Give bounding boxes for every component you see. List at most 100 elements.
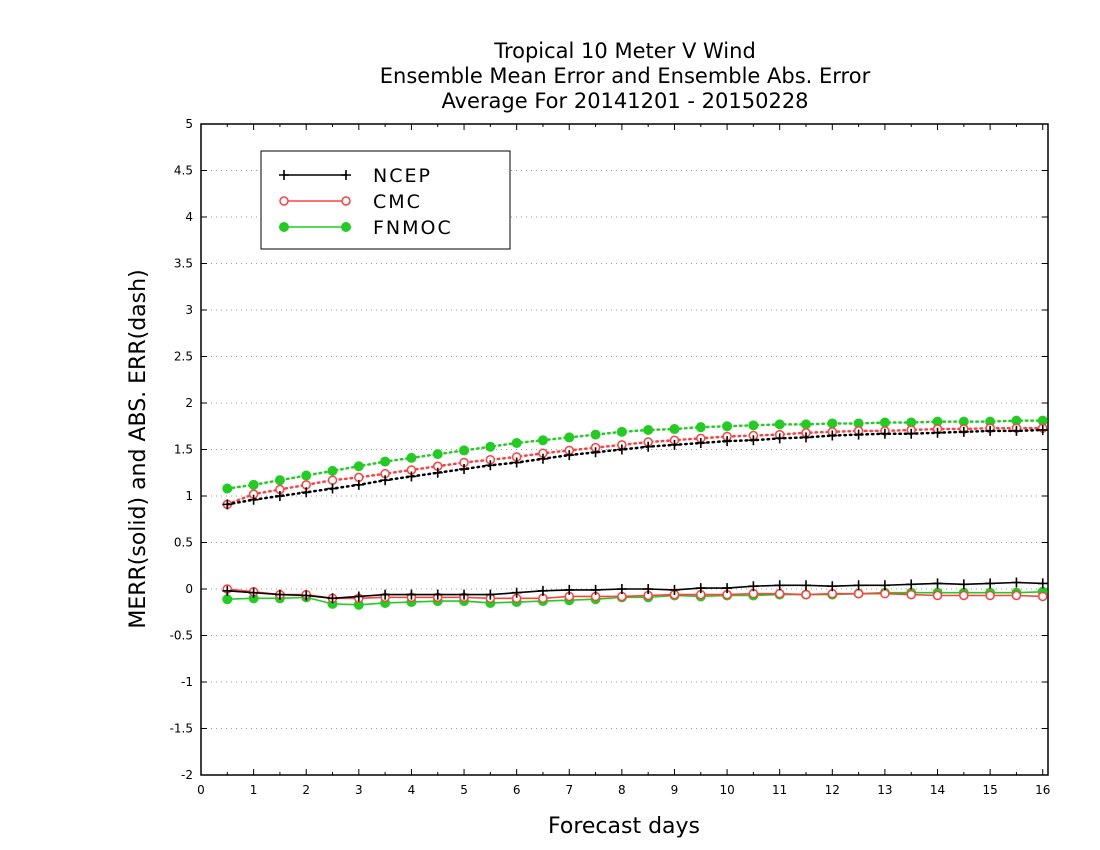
ncep-mean-error-point	[932, 578, 943, 589]
fnmoc-abs-error-point	[748, 420, 759, 431]
cmc-mean-error-point	[853, 588, 864, 599]
cmc-abs-error-line	[226, 426, 1044, 506]
fnmoc-abs-error-point	[669, 424, 680, 435]
legend-box	[260, 150, 511, 250]
ncep-abs-error-point	[1011, 425, 1022, 436]
y-tick-label: 0	[185, 582, 193, 596]
x-tick-label: 9	[671, 783, 679, 797]
x-tick-label: 13	[877, 783, 892, 797]
ncep-mean-error-point	[353, 591, 364, 602]
cmc-mean-error-point	[985, 590, 995, 601]
fnmoc-abs-error-point	[616, 426, 627, 437]
y-tick-label: 5	[185, 117, 193, 131]
ncep-mean-error-point	[722, 583, 733, 594]
x-tick-label: 1	[250, 783, 258, 797]
ncep-mean-error-point	[222, 585, 233, 596]
cmc-mean-error-point	[959, 590, 969, 601]
legend-marker-fnmoc	[341, 222, 351, 232]
ncep-abs-error-point	[906, 428, 917, 439]
ncep-mean-error-point	[327, 593, 338, 604]
x-tick-label: 11	[772, 783, 787, 797]
ncep-abs-error-point	[485, 460, 496, 471]
ncep-mean-error-point	[564, 584, 575, 595]
y-tick-label: -1	[181, 675, 193, 689]
fnmoc-abs-error-point	[406, 452, 417, 463]
title-line-1: Tropical 10 Meter V Wind	[493, 39, 756, 63]
y-tick-label: 4	[185, 210, 193, 224]
y-tick-label: -0.5	[170, 629, 193, 643]
x-tick-label: 14	[930, 783, 945, 797]
fnmoc-abs-error-point	[301, 470, 312, 481]
fnmoc-mean-error-point	[222, 594, 233, 605]
ncep-mean-error-point	[432, 589, 443, 600]
legend-label-ncep: NCEP	[373, 165, 432, 187]
x-tick-label: 3	[355, 783, 363, 797]
y-tick-label: 1	[185, 489, 193, 503]
ncep-mean-error-point	[459, 589, 470, 600]
series-cmc	[222, 423, 1048, 604]
series-fnmoc	[222, 415, 1048, 610]
fnmoc-abs-error-point	[353, 461, 364, 472]
ncep-abs-error-point	[801, 432, 811, 443]
ncep-abs-error-point	[616, 444, 627, 455]
y-tick-label: 3	[185, 303, 193, 317]
ncep-abs-error-point	[669, 439, 680, 450]
ncep-abs-error-point	[643, 441, 654, 452]
ncep-abs-error-point	[459, 464, 470, 475]
ncep-abs-error-point	[301, 487, 312, 498]
title-line-2: Ensemble Mean Error and Ensemble Abs. Er…	[380, 64, 871, 88]
x-tick-label: 8	[618, 783, 626, 797]
ncep-mean-error-point	[590, 584, 601, 595]
ncep-abs-error-point	[827, 430, 838, 441]
ncep-mean-error-point	[669, 584, 680, 595]
legend-label-cmc: CMC	[373, 191, 422, 213]
title-line-3: Average For 20141201 - 20150228	[441, 89, 808, 113]
cmc-mean-error-point	[880, 588, 890, 599]
ncep-abs-error-point	[222, 499, 233, 510]
x-axis-label: Forecast days	[548, 814, 700, 839]
ncep-mean-error-point	[748, 581, 759, 592]
series-layer	[222, 415, 1048, 610]
x-tick-label: 15	[982, 783, 997, 797]
ncep-mean-error-point	[643, 584, 654, 594]
legend-marker-cmc	[341, 196, 351, 206]
ncep-abs-error-point	[695, 437, 706, 448]
ncep-mean-error-point	[511, 587, 522, 598]
ncep-abs-error-point	[932, 427, 943, 438]
ncep-abs-error-point	[380, 475, 391, 486]
ncep-mean-error-point	[1011, 577, 1022, 588]
ncep-mean-error-point	[274, 589, 285, 600]
ncep-mean-error-point	[248, 587, 259, 598]
fnmoc-abs-error-point	[774, 419, 785, 430]
ncep-mean-error-point	[853, 580, 864, 591]
ncep-abs-error-point	[274, 491, 285, 501]
fnmoc-abs-error-point	[879, 417, 890, 428]
cmc-mean-error-point	[801, 589, 811, 600]
ncep-mean-error-point	[958, 579, 969, 590]
legend-marker-ncep	[341, 170, 351, 180]
fnmoc-abs-error-point	[511, 437, 522, 448]
cmc-mean-error-point	[1037, 591, 1048, 602]
ncep-abs-error-point	[774, 433, 785, 444]
fnmoc-abs-error-point	[327, 465, 338, 476]
cmc-abs-error-point	[327, 475, 338, 485]
x-tick-label: 0	[197, 783, 205, 797]
fnmoc-abs-error-point	[590, 429, 601, 440]
series-ncep	[222, 424, 1048, 604]
x-tick-label: 16	[1035, 783, 1050, 797]
ncep-abs-error-point	[564, 450, 575, 461]
ncep-abs-error-point	[248, 494, 259, 505]
x-tick-label: 10	[719, 783, 734, 797]
x-tick-label: 4	[408, 783, 416, 797]
legend-label-fnmoc: FNMOC	[373, 217, 453, 239]
legend-marker-fnmoc	[279, 222, 289, 232]
x-axis: 0 1 2 3 4 5 6 7 8 9 10 11 12 13 14 15 16	[197, 124, 1050, 797]
ncep-abs-error-point	[353, 479, 364, 490]
y-axis-label: MERR(solid) and ABS. ERR(dash)	[126, 269, 151, 628]
ncep-mean-error-point	[985, 578, 996, 589]
fnmoc-abs-error-point	[459, 445, 470, 456]
fnmoc-abs-error-point	[222, 483, 233, 494]
ncep-mean-error-point	[695, 583, 706, 594]
y-axis: 5 4.5 4 3.5 3 2.5 2 1.5 1 0.5 0 -0.5 -1 -1.5 -2	[170, 117, 1048, 782]
